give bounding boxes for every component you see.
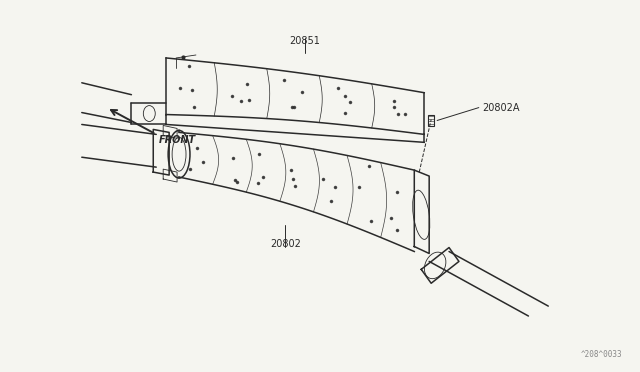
Text: 20802A: 20802A <box>482 103 519 113</box>
Text: FRONT: FRONT <box>159 135 196 145</box>
Text: 20802: 20802 <box>270 238 301 248</box>
Text: 20851: 20851 <box>290 36 321 46</box>
Text: ^208^0033: ^208^0033 <box>581 350 623 359</box>
Bar <box>428 115 434 126</box>
